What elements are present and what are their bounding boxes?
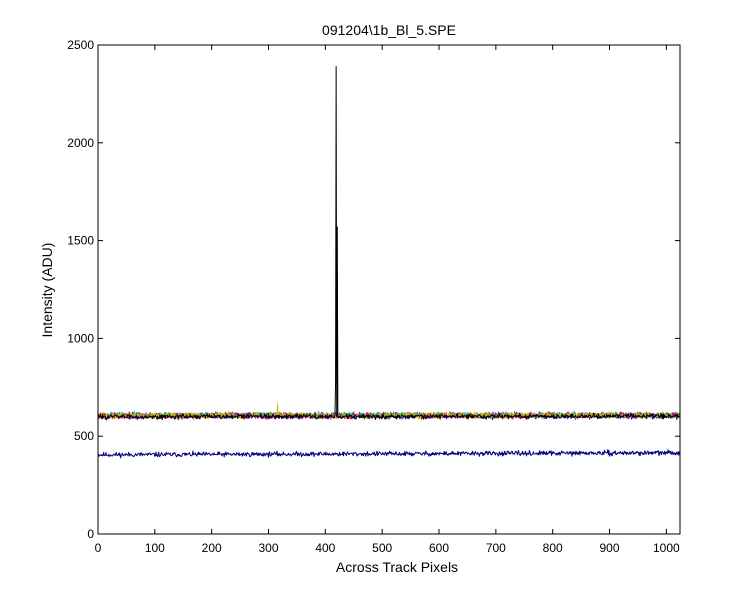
series-line bbox=[97, 66, 680, 421]
x-tick-label: 600 bbox=[429, 541, 449, 555]
x-axis-label: Across Track Pixels bbox=[336, 559, 458, 575]
plot-area-frame bbox=[97, 44, 681, 535]
y-tick-label: 1500 bbox=[67, 234, 94, 248]
x-tick-label: 0 bbox=[95, 541, 102, 555]
x-tick-label: 900 bbox=[600, 541, 620, 555]
y-axis-ticks: 0 500 1000 1500 2000 2500 bbox=[67, 38, 680, 541]
chart-title: 091204\1b_Bl_5.SPE bbox=[322, 22, 456, 38]
y-axis-label: Intensity (ADU) bbox=[39, 243, 55, 338]
y-tick-label: 2000 bbox=[67, 136, 94, 150]
x-tick-label: 300 bbox=[258, 541, 278, 555]
x-tick-label: 800 bbox=[543, 541, 563, 555]
x-tick-label: 100 bbox=[145, 541, 165, 555]
y-tick-label: 1000 bbox=[67, 331, 94, 345]
y-tick-label: 0 bbox=[87, 527, 94, 541]
x-axis-ticks: 0 100 200 300 400 500 600 700 800 900 1000 bbox=[95, 45, 680, 555]
series-layer bbox=[97, 66, 680, 459]
plot-area-background bbox=[98, 45, 680, 534]
x-tick-label: 1000 bbox=[653, 541, 680, 555]
x-tick-label: 200 bbox=[202, 541, 222, 555]
y-tick-label: 2500 bbox=[67, 38, 94, 52]
x-tick-label: 400 bbox=[315, 541, 335, 555]
x-tick-label: 500 bbox=[372, 541, 392, 555]
y-tick-label: 500 bbox=[74, 429, 94, 443]
series-line bbox=[97, 449, 680, 459]
x-tick-label: 700 bbox=[486, 541, 506, 555]
